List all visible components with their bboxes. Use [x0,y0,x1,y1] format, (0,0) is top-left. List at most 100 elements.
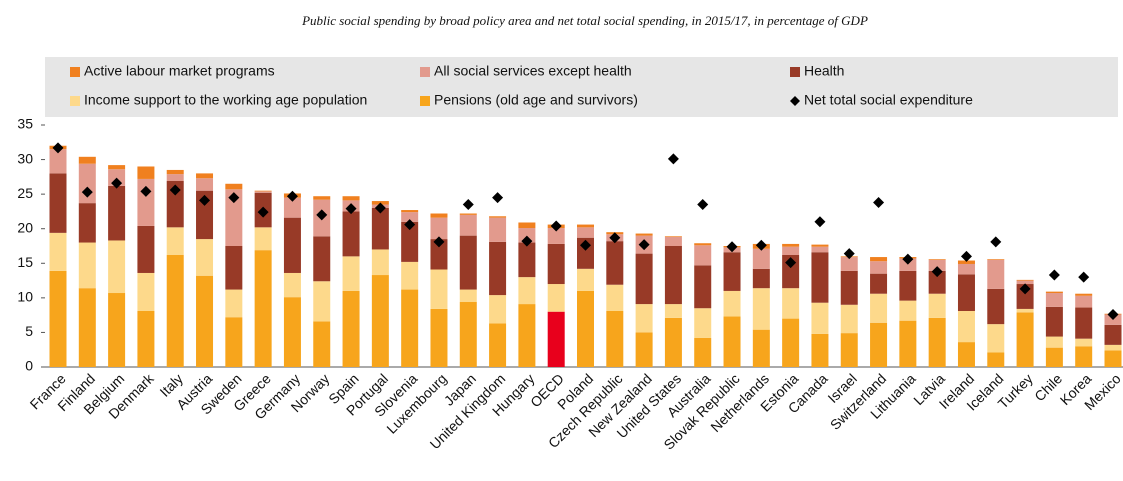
bar-segment [137,166,155,179]
bar-segment [401,210,419,213]
bar-segment [987,352,1005,367]
bar-segment [811,246,829,253]
bar-segment [870,261,888,274]
bar-segment [1016,279,1034,281]
net-marker [1019,283,1031,295]
bar-segment [137,225,155,273]
bar-segment [577,224,594,228]
bar-segment [196,275,214,367]
bar-segment [283,217,301,273]
bar-segment [166,227,184,255]
bar-segment [196,239,214,276]
bar-segment [811,252,829,303]
bar-segment [547,284,565,312]
bar-segment [664,237,682,246]
bar-segment [606,284,624,311]
bar-segment [987,288,1005,325]
net-marker [228,192,240,204]
bar-segment [489,217,507,242]
bar-segment [752,288,770,330]
bar-segment [166,169,184,175]
net-marker [257,206,269,218]
bar-segment [723,290,741,317]
bar-segment [225,246,243,290]
bar-segment [1045,291,1063,294]
bar-segment [459,213,477,215]
bar-segment [840,333,858,367]
bar-segment [313,281,331,322]
bar-segment [635,304,653,333]
bar-segment [782,243,800,247]
net-marker [433,236,445,248]
bar-segment [137,310,155,367]
legend-label: Pensions (old age and survivors) [434,92,638,108]
bar-segment [78,156,96,164]
net-marker [52,142,64,154]
legend-swatch [70,67,80,77]
y-tick-label: 0 [25,358,33,374]
bar-segment [283,297,301,367]
bar-segment [577,227,594,238]
bar-segment [870,257,888,262]
net-marker [843,248,855,260]
y-tick-label: 35 [17,116,33,132]
bar-segment [840,270,858,305]
bar-segment [606,310,624,367]
bar-segment [987,259,1005,289]
bar-segment [547,228,565,244]
net-marker [814,216,826,228]
bar-segment [1104,350,1122,367]
bar-segment [225,183,243,190]
net-marker [286,190,298,202]
bar-segment [694,308,712,338]
bar-segment [49,270,67,367]
bar-segment [489,241,507,296]
bar-segment [78,203,96,243]
bar-segment [401,289,419,367]
bar-segment [254,190,272,192]
bar-segment [664,304,682,318]
legend-label: Active labour market programs [84,63,275,79]
bar-segment [899,270,917,301]
net-marker [550,220,562,232]
net-marker [697,199,709,211]
bar-segment [489,295,507,324]
net-marker [199,194,211,206]
bar-segment [1045,336,1063,348]
legend-label: Net total social expenditure [804,92,973,108]
bar-segment [1016,280,1034,285]
y-tick-label: 15 [17,254,33,270]
bar-segment [108,293,126,367]
bar-segment [459,302,477,367]
net-marker [667,153,679,165]
net-marker [960,250,972,262]
net-marker [492,192,504,204]
bar-segment [635,233,653,236]
net-marker [580,239,591,251]
bar-segment [459,214,477,236]
bar-segment [342,196,360,201]
bar-segment [928,317,946,367]
bar-segment [518,242,536,278]
bar-segment [664,317,682,367]
net-marker [1107,308,1119,320]
bar-segment [49,149,67,174]
bar-segment [694,243,712,246]
bar-segment [254,191,272,193]
bar-segment [577,268,594,291]
bar-segment [957,263,975,275]
bar-segment [811,244,829,247]
bar-segment [137,272,155,311]
legend-swatch [790,67,800,77]
bar-segment [49,232,67,271]
bar-segment [840,304,858,334]
bar-segment [723,252,741,291]
bar-segment [811,302,829,334]
bar-segment [694,337,712,367]
bar-segment [928,270,946,294]
y-tick-label: 25 [17,185,33,201]
bar-segment [811,333,829,367]
bar-segment [401,212,419,222]
net-marker [755,239,767,251]
bar-segment [108,169,126,186]
